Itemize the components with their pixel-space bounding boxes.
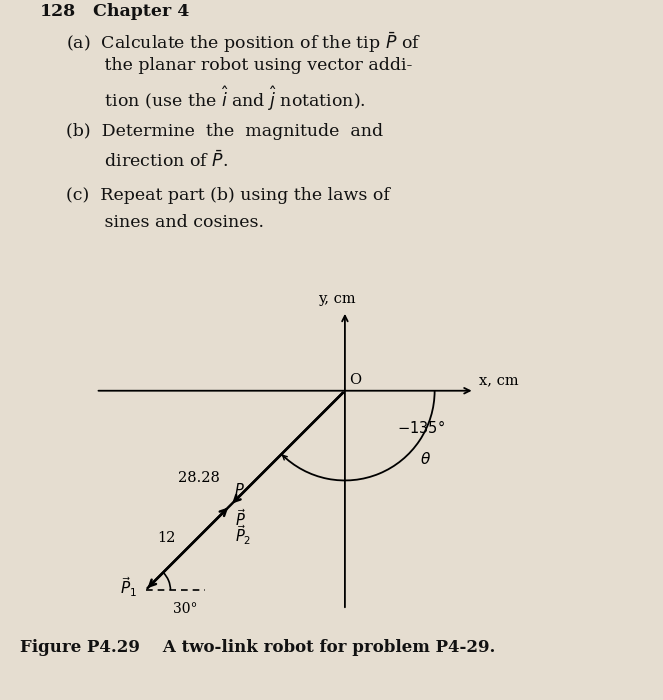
Text: the planar robot using vector addi-: the planar robot using vector addi- [66, 57, 412, 74]
Text: y, cm: y, cm [318, 292, 356, 306]
Text: x, cm: x, cm [479, 374, 519, 388]
Text: direction of $\bar{P}$.: direction of $\bar{P}$. [66, 150, 229, 171]
Text: $P$: $P$ [234, 482, 245, 498]
Text: 12: 12 [158, 531, 176, 545]
Text: O: O [349, 372, 361, 386]
Text: (b)  Determine  the  magnitude  and: (b) Determine the magnitude and [66, 123, 383, 141]
Text: (c)  Repeat part (b) using the laws of: (c) Repeat part (b) using the laws of [66, 187, 390, 204]
Text: sines and cosines.: sines and cosines. [66, 214, 265, 231]
Text: $\vec{P}$: $\vec{P}$ [235, 508, 246, 529]
Text: tion (use the $\hat{i}$ and $\hat{j}$ notation).: tion (use the $\hat{i}$ and $\hat{j}$ no… [66, 84, 366, 113]
Text: 28.28: 28.28 [178, 471, 220, 485]
Text: Figure P4.29    A two-link robot for problem P4-29.: Figure P4.29 A two-link robot for proble… [20, 640, 495, 657]
Text: 128: 128 [40, 3, 76, 20]
Text: (a)  Calculate the position of the tip $\bar{P}$ of: (a) Calculate the position of the tip $\… [66, 30, 422, 55]
Text: $-135°$: $-135°$ [396, 419, 445, 435]
Text: Chapter 4: Chapter 4 [93, 3, 189, 20]
Text: $\vec{P}_1$: $\vec{P}_1$ [121, 575, 137, 599]
Text: $\theta$: $\theta$ [420, 451, 431, 466]
Text: $\vec{P}_2$: $\vec{P}_2$ [235, 524, 251, 547]
Text: 30°: 30° [174, 602, 198, 616]
